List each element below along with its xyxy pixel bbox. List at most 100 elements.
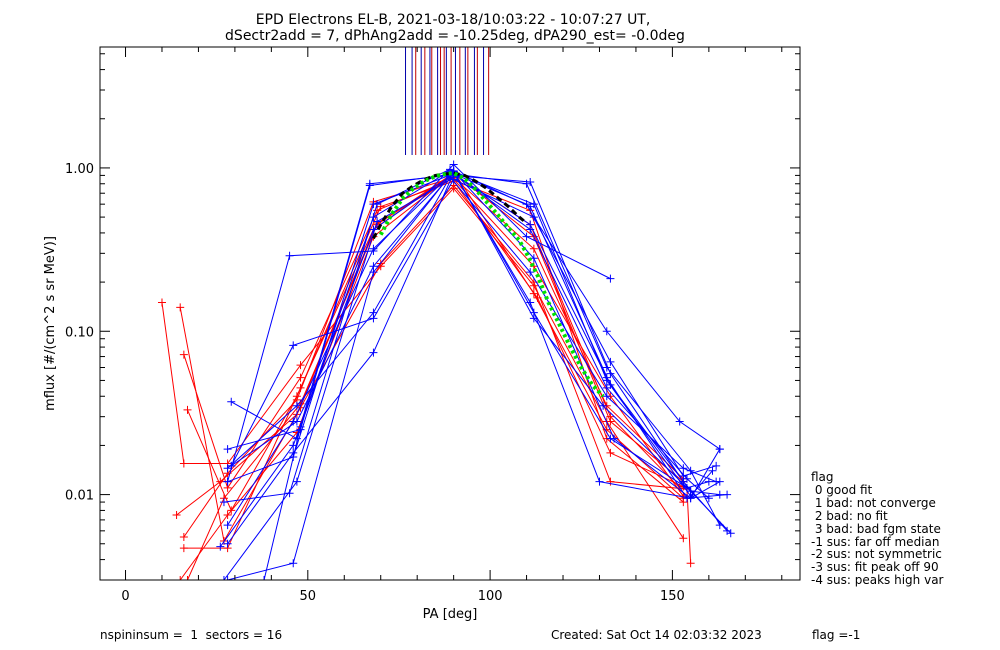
blue-series-point <box>526 225 535 234</box>
blue-series-line <box>231 174 728 532</box>
blue-series-point <box>292 417 301 426</box>
blue-series-line <box>227 173 721 526</box>
blue-series-point <box>285 251 294 260</box>
blue-series-point <box>219 576 228 580</box>
plot-area <box>157 47 735 580</box>
red-series-point <box>533 293 542 302</box>
blue-series-point <box>606 434 615 443</box>
y-tick-label: 1.00 <box>65 162 94 177</box>
blue-series-point <box>369 200 378 209</box>
x-axis-label: PA [deg] <box>423 607 478 622</box>
blue-series-line <box>227 163 611 482</box>
blue-series-point <box>369 247 378 256</box>
blue-series-point <box>292 477 301 486</box>
red-series-point <box>179 459 188 468</box>
blue-series-line <box>230 178 721 467</box>
red-series-point <box>183 405 192 414</box>
blue-series-point <box>675 417 684 426</box>
x-tick-label: 0 <box>121 589 129 604</box>
blue-series-point <box>292 401 301 410</box>
blue-series-point <box>686 492 695 501</box>
chart-title-line-1: EPD Electrons EL-B, 2021-03-18/10:03:22 … <box>256 12 651 28</box>
blue-series-point <box>679 471 688 480</box>
footer-flag: flag =-1 <box>812 628 861 642</box>
legend-item: 3 bad: bad fgm state <box>811 521 941 536</box>
y-tick-label: 0.01 <box>65 489 94 504</box>
blue-series-point <box>602 392 611 401</box>
blue-series-point <box>602 327 611 336</box>
blue-series-point <box>712 461 721 470</box>
blue-series-point <box>227 397 236 406</box>
red-series-point <box>296 373 305 382</box>
blue-series-point <box>369 268 378 277</box>
blue-series-point <box>223 445 232 454</box>
axes: 0 50 100 150 0.01 0.10 1.00 <box>65 47 800 604</box>
legend-item: 2 bad: no fit <box>811 508 888 523</box>
blue-series-point <box>260 576 269 580</box>
red-series-line <box>179 173 681 580</box>
blue-series-line <box>227 170 721 526</box>
blue-series-point <box>529 200 538 209</box>
blue-series-point <box>285 489 294 498</box>
blue-series-point <box>289 341 298 350</box>
red-series-point <box>296 361 305 370</box>
blue-series-point <box>715 445 724 454</box>
blue-series-point <box>712 477 721 486</box>
blue-series-point <box>223 576 232 580</box>
blue-series-point <box>602 376 611 385</box>
blue-series-point <box>296 422 305 431</box>
blue-series-point <box>708 466 717 475</box>
legend-item: -4 sus: peaks high var <box>811 573 944 588</box>
blue-series-point <box>606 369 615 378</box>
red-series-point <box>172 511 181 520</box>
legend-item: -2 sus: not symmetric <box>811 547 942 562</box>
red-series-point <box>183 576 192 580</box>
blue-series-point <box>606 357 615 366</box>
blue-series-point <box>369 213 378 222</box>
legend-item: -1 sus: far off median <box>811 534 940 549</box>
blue-series-point <box>723 490 732 499</box>
data-marks <box>157 47 735 580</box>
y-tick-label: 0.10 <box>65 325 94 340</box>
blue-series-point <box>526 268 535 277</box>
blue-series-point <box>369 308 378 317</box>
red-series-line <box>183 176 684 499</box>
y-axis-label: mflux [#/(cm^2 s sr MeV)] <box>43 236 58 411</box>
red-series-point <box>157 298 166 307</box>
blue-series-point <box>679 464 688 473</box>
blue-series-point <box>373 217 382 226</box>
blue-series-point <box>726 529 735 538</box>
blue-series-point <box>595 477 604 486</box>
blue-series-point <box>289 559 298 568</box>
x-tick-label: 150 <box>660 589 685 604</box>
red-series-point <box>679 534 688 543</box>
blue-series-line <box>219 173 710 547</box>
blue-series-line <box>263 170 713 580</box>
red-series-point <box>529 244 538 253</box>
red-series-point <box>606 448 615 457</box>
x-tick-label: 50 <box>300 589 317 604</box>
blue-series-line <box>227 173 728 499</box>
blue-series-line <box>227 169 720 580</box>
x-tick-label: 100 <box>478 589 503 604</box>
red-series-point <box>176 576 185 580</box>
blue-series-point <box>606 274 615 283</box>
blue-series-point <box>522 232 531 241</box>
red-series-point <box>606 412 615 421</box>
red-series-point <box>606 477 615 486</box>
red-series-line <box>187 177 684 580</box>
blue-series-point <box>715 490 724 499</box>
legend-item: 0 good fit <box>811 482 873 497</box>
blue-series-point <box>599 401 608 410</box>
blue-series-line <box>223 168 732 534</box>
blue-series-point <box>216 542 225 551</box>
footer-spin-info: nspininsum = 1 sectors = 16 <box>100 628 283 642</box>
blue-series-line <box>227 171 721 545</box>
blue-series-line <box>223 174 717 580</box>
flag-legend: flag 0 good fit 1 bad: not converge 2 ba… <box>811 471 943 587</box>
blue-series-point <box>602 383 611 392</box>
black-fit-curve <box>372 171 528 240</box>
blue-series-point <box>223 464 232 473</box>
legend-item: -3 sus: fit peak off 90 <box>811 560 939 575</box>
